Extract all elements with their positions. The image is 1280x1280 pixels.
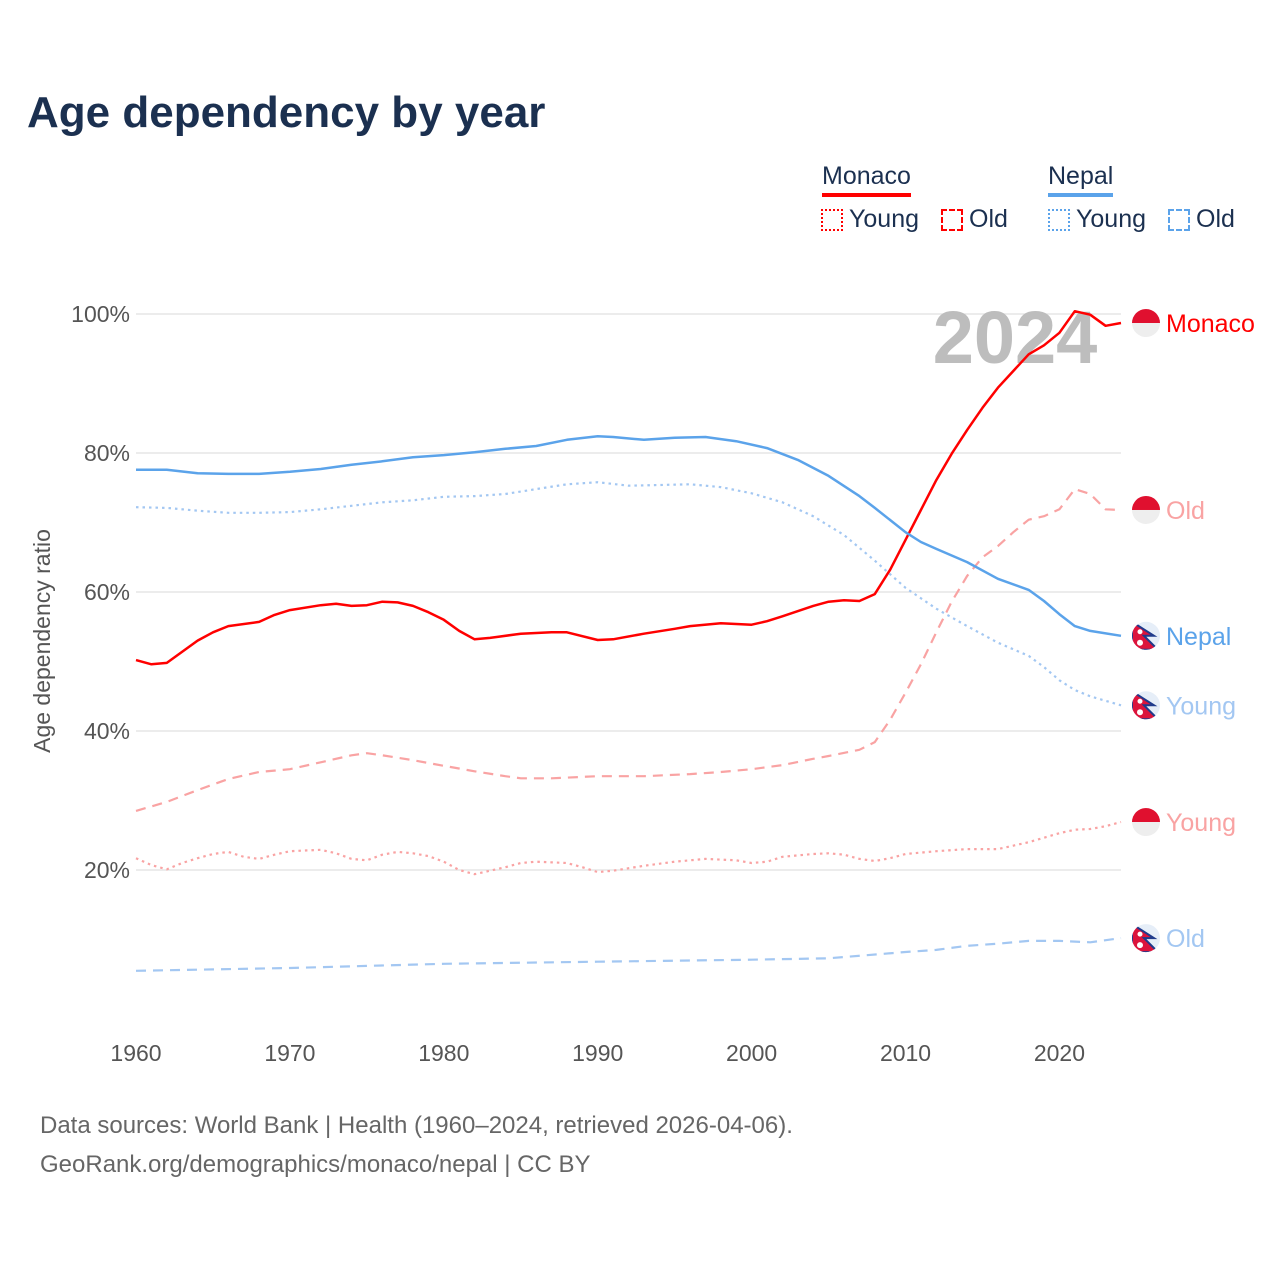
legend-label: Old xyxy=(1196,205,1235,233)
end-label: Old xyxy=(1166,497,1205,525)
legend-nepal-old[interactable]: Old xyxy=(1168,205,1235,234)
legend-monaco[interactable]: Monaco xyxy=(822,162,911,197)
series-line-monaco xyxy=(135,309,1122,666)
x-tick-label: 1960 xyxy=(110,1040,161,1066)
line-chart: 2024 20% 40% 60% 80% 100% 1960 1970 1980 1990 20… xyxy=(29,296,1255,1066)
end-label: Nepal xyxy=(1166,623,1231,651)
legend-nepal[interactable]: Nepal xyxy=(1048,162,1114,197)
x-tick-label: 2010 xyxy=(880,1040,931,1066)
series-line-monaco-old xyxy=(135,488,1122,812)
series-line-nepal-old xyxy=(135,937,1122,972)
legend-monaco-old[interactable]: Old xyxy=(941,205,1008,234)
footer: Data sources: World Bank | Health (1960–… xyxy=(40,1106,793,1184)
grid xyxy=(136,313,1121,871)
legend-label: Young xyxy=(1076,205,1146,233)
dashed-swatch-icon xyxy=(1168,208,1190,231)
end-labels: Monaco Old Young Nepal Young Old xyxy=(1132,309,1255,953)
y-tick-label: 100% xyxy=(71,301,130,327)
end-label: Young xyxy=(1166,692,1236,720)
x-axis-ticks: 1960 1970 1980 1990 2000 2010 2020 xyxy=(110,1040,1085,1066)
data-source-note: Data sources: World Bank | Health (1960–… xyxy=(40,1112,793,1139)
end-label: Monaco xyxy=(1166,310,1255,338)
y-axis-ticks: 20% 40% 60% 80% 100% xyxy=(71,301,130,883)
legend-label: Young xyxy=(849,205,919,233)
x-tick-label: 1970 xyxy=(264,1040,315,1066)
legend-nepal-young[interactable]: Young xyxy=(1048,205,1146,234)
year-overlay: 2024 xyxy=(933,296,1098,379)
end-label: Old xyxy=(1166,925,1205,953)
chart-title: Age dependency by year xyxy=(27,88,546,137)
y-tick-label: 20% xyxy=(84,857,130,883)
x-tick-label: 1990 xyxy=(572,1040,623,1066)
legend-label: Old xyxy=(969,205,1008,233)
nepal-flag-icon xyxy=(1132,621,1160,650)
x-tick-label: 2000 xyxy=(726,1040,777,1066)
y-tick-label: 60% xyxy=(84,579,130,605)
y-tick-label: 80% xyxy=(84,440,130,466)
source-link[interactable]: GeoRank.org/demographics/monaco/nepal | … xyxy=(40,1151,591,1178)
y-tick-label: 40% xyxy=(84,718,130,744)
legend-monaco-young[interactable]: Young xyxy=(821,205,919,234)
end-label: Young xyxy=(1166,809,1236,837)
y-axis-label: Age dependency ratio xyxy=(29,529,55,753)
series-lines xyxy=(135,309,1122,972)
monaco-flag-icon xyxy=(1132,495,1160,524)
dashed-swatch-icon xyxy=(941,208,963,231)
monaco-flag-icon xyxy=(1132,808,1160,837)
nepal-flag-icon xyxy=(1132,924,1160,953)
series-line-nepal xyxy=(136,435,1122,638)
monaco-flag-icon xyxy=(1132,309,1160,338)
nepal-flag-icon xyxy=(1132,691,1160,720)
dotted-swatch-icon xyxy=(1048,208,1070,231)
x-tick-label: 2020 xyxy=(1034,1040,1085,1066)
dotted-swatch-icon xyxy=(821,208,843,231)
x-tick-label: 1980 xyxy=(418,1040,469,1066)
series-line-monaco-young xyxy=(135,820,1122,876)
series-line-nepal-young xyxy=(135,481,1122,707)
